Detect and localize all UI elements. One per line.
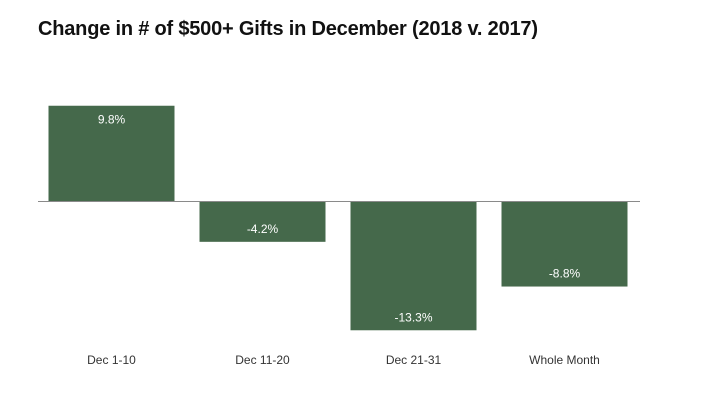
data-label: -4.2% [247, 222, 279, 236]
x-tick-label: Dec 21-31 [386, 353, 442, 367]
x-axis-tick-labels: Dec 1-10 Dec 11-20 Dec 21-31 Whole Month [87, 353, 600, 367]
x-tick-label: Dec 11-20 [235, 353, 290, 367]
bar-dec-1-10 [48, 105, 175, 201]
data-label: -8.8% [549, 267, 581, 281]
bars-layer [48, 105, 628, 331]
data-label: -13.3% [394, 310, 432, 324]
bar-dec-11-20 [199, 201, 326, 242]
x-tick-label: Dec 1-10 [87, 353, 136, 367]
labels-layer: 9.8% -4.2% -13.3% -8.8% [98, 113, 581, 325]
x-tick-label: Whole Month [529, 353, 600, 367]
data-label: 9.8% [98, 113, 126, 127]
bar-whole-month [501, 201, 628, 287]
bar-dec-21-31 [350, 201, 477, 331]
chart-title: Change in # of $500+ Gifts in December (… [38, 18, 538, 40]
